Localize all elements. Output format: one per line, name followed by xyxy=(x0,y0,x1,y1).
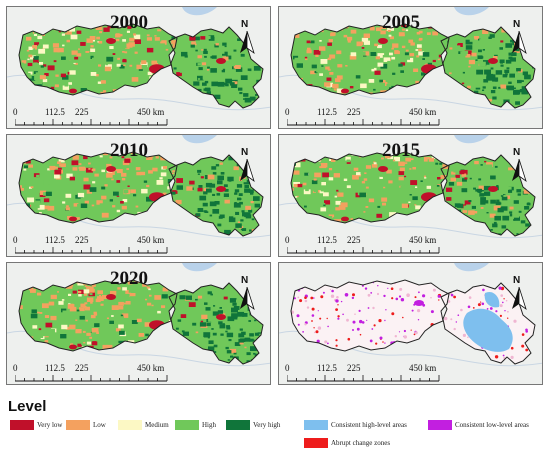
scale-tick-label: 112.5 xyxy=(317,363,337,373)
legend-swatch xyxy=(304,438,328,448)
north-arrow-label: N xyxy=(241,19,249,30)
legend-swatch xyxy=(66,420,90,430)
legend-title: Level xyxy=(8,398,47,415)
scale-tick-label: 225 xyxy=(75,235,89,245)
map-panel-2005: 2005 N 0 112.5 225 450 km xyxy=(278,6,543,129)
legend-item-very-low: Very low xyxy=(10,419,62,431)
scale-tick-label: 112.5 xyxy=(317,107,337,117)
north-arrow-label: N xyxy=(513,147,521,158)
scale-tick-label: 0 xyxy=(285,107,290,117)
legend-label: Consistent high-level areas xyxy=(331,421,407,429)
scale-tick-label: 225 xyxy=(75,107,89,117)
legend-item-high: High xyxy=(175,419,216,431)
legend-swatch xyxy=(428,420,452,430)
panel-year-title: 2010 xyxy=(110,140,148,161)
scale-tick-label: 450 km xyxy=(137,235,165,245)
scale-tick-label: 112.5 xyxy=(45,107,65,117)
north-arrow-label: N xyxy=(241,275,249,286)
scale-tick-label: 112.5 xyxy=(317,235,337,245)
scale-tick-label: 0 xyxy=(13,363,18,373)
legend-label: High xyxy=(202,421,216,429)
legend-swatch xyxy=(226,420,250,430)
north-arrow-label: N xyxy=(513,275,521,286)
legend-item-medium: Medium xyxy=(118,419,169,431)
legend-swatch xyxy=(175,420,199,430)
scale-tick-label: 225 xyxy=(347,363,361,373)
scale-tick-label: 450 km xyxy=(409,235,437,245)
region-map xyxy=(7,135,270,256)
scale-tick-label: 450 km xyxy=(409,363,437,373)
map-panel-2015: 2015 N 0 112.5 225 450 km xyxy=(278,134,543,257)
legend-item-consistent-high: Consistent high-level areas xyxy=(304,419,407,431)
legend-label: Abrupt change zones xyxy=(331,439,391,447)
region-map xyxy=(279,7,542,128)
legend-label: Very high xyxy=(253,421,281,429)
legend-swatch xyxy=(304,420,328,430)
legend-item-low: Low xyxy=(66,419,106,431)
map-panel-change: N 0 112.5 225 450 km xyxy=(278,262,543,385)
scale-tick-label: 450 km xyxy=(409,107,437,117)
scale-bar: 0 112.5 225 450 km xyxy=(13,235,203,255)
legend-label: Very low xyxy=(37,421,63,429)
scale-bar: 0 112.5 225 450 km xyxy=(285,363,475,383)
scale-tick-label: 112.5 xyxy=(45,363,65,373)
legend-label: Consistent low-level areas xyxy=(455,421,529,429)
legend-label: Low xyxy=(93,421,106,429)
north-arrow-icon: N xyxy=(507,19,531,55)
scale-bar: 0 112.5 225 450 km xyxy=(13,363,203,383)
legend-item-consistent-low: Consistent low-level areas xyxy=(428,419,529,431)
scale-bar: 0 112.5 225 450 km xyxy=(285,235,475,255)
panel-year-title: 2000 xyxy=(110,12,148,33)
region-map xyxy=(279,135,542,256)
panel-year-title: 2015 xyxy=(382,140,420,161)
scale-tick-label: 225 xyxy=(347,235,361,245)
scale-bar: 0 112.5 225 450 km xyxy=(285,107,475,127)
scale-tick-label: 450 km xyxy=(137,363,165,373)
region-map xyxy=(7,7,270,128)
scale-tick-label: 0 xyxy=(13,235,18,245)
scale-tick-label: 225 xyxy=(347,107,361,117)
scale-tick-label: 0 xyxy=(13,107,18,117)
north-arrow-icon: N xyxy=(507,275,531,311)
north-arrow-label: N xyxy=(513,19,521,30)
legend-item-very-high: Very high xyxy=(226,419,280,431)
panel-year-title: 2020 xyxy=(110,268,148,289)
legend-swatch xyxy=(118,420,142,430)
north-arrow-icon: N xyxy=(235,147,259,183)
scale-tick-label: 112.5 xyxy=(45,235,65,245)
legend-label: Medium xyxy=(145,421,169,429)
map-panel-2010: 2010 N 0 112.5 225 450 km xyxy=(6,134,271,257)
panel-year-title: 2005 xyxy=(382,12,420,33)
region-map xyxy=(7,263,270,384)
north-arrow-icon: N xyxy=(235,275,259,311)
north-arrow-icon: N xyxy=(235,19,259,55)
scale-tick-label: 450 km xyxy=(137,107,165,117)
scale-bar: 0 112.5 225 450 km xyxy=(13,107,203,127)
scale-tick-label: 0 xyxy=(285,363,290,373)
legend-item-abrupt-change: Abrupt change zones xyxy=(304,437,390,449)
legend-swatch xyxy=(10,420,34,430)
region-map xyxy=(279,263,542,384)
north-arrow-label: N xyxy=(241,147,249,158)
north-arrow-icon: N xyxy=(507,147,531,183)
map-panel-2000: 2000 N 0 112.5 225 450 km xyxy=(6,6,271,129)
scale-tick-label: 225 xyxy=(75,363,89,373)
map-panel-2020: 2020 N 0 112.5 225 450 km xyxy=(6,262,271,385)
scale-tick-label: 0 xyxy=(285,235,290,245)
